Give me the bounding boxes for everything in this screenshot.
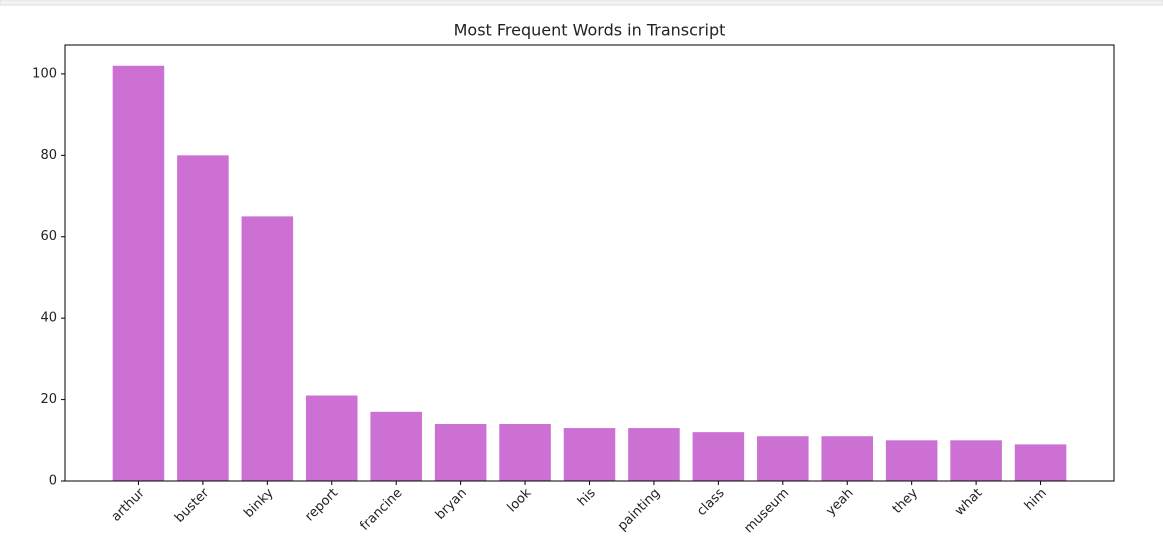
plot-frame xyxy=(64,44,1115,482)
bar xyxy=(950,440,1002,481)
x-tick-label: painting xyxy=(615,486,663,534)
bar xyxy=(1014,444,1067,481)
x-tick-label: binky xyxy=(241,485,276,520)
chart-title: Most Frequent Words in Transcript xyxy=(454,21,726,40)
bar xyxy=(370,411,422,481)
bar xyxy=(177,155,229,481)
y-tick-label: 40 xyxy=(40,311,57,326)
x-tick-label: arthur xyxy=(109,485,149,525)
bar xyxy=(821,436,874,481)
x-tick-label: francine xyxy=(357,486,405,534)
x-tick-label: report xyxy=(302,486,341,525)
bar xyxy=(434,424,487,481)
bar xyxy=(305,395,358,481)
x-tick-label: buster xyxy=(172,485,213,526)
bar xyxy=(757,436,809,481)
x-tick-label: look xyxy=(505,485,535,515)
bar xyxy=(692,432,745,481)
x-tick-label: yeah xyxy=(823,486,856,519)
bar xyxy=(241,216,294,481)
x-tick-label: class xyxy=(694,486,728,520)
x-tick-label: what xyxy=(952,486,985,519)
y-tick-label: 60 xyxy=(40,229,57,244)
bar xyxy=(499,424,551,481)
x-tick-label: his xyxy=(575,486,599,510)
x-tick-label: him xyxy=(1022,486,1050,514)
x-tick-label: museum xyxy=(741,486,792,537)
y-tick-label: 20 xyxy=(40,392,57,407)
top-strip xyxy=(0,0,1163,6)
bar xyxy=(563,428,616,481)
bar xyxy=(112,65,165,481)
y-tick-label: 100 xyxy=(32,66,57,81)
y-tick-label: 80 xyxy=(40,148,57,163)
y-tick-label: 0 xyxy=(49,474,57,489)
x-tick-label: they xyxy=(890,485,921,516)
x-tick-label: bryan xyxy=(433,486,470,523)
bar xyxy=(628,428,680,481)
bar xyxy=(885,440,938,481)
